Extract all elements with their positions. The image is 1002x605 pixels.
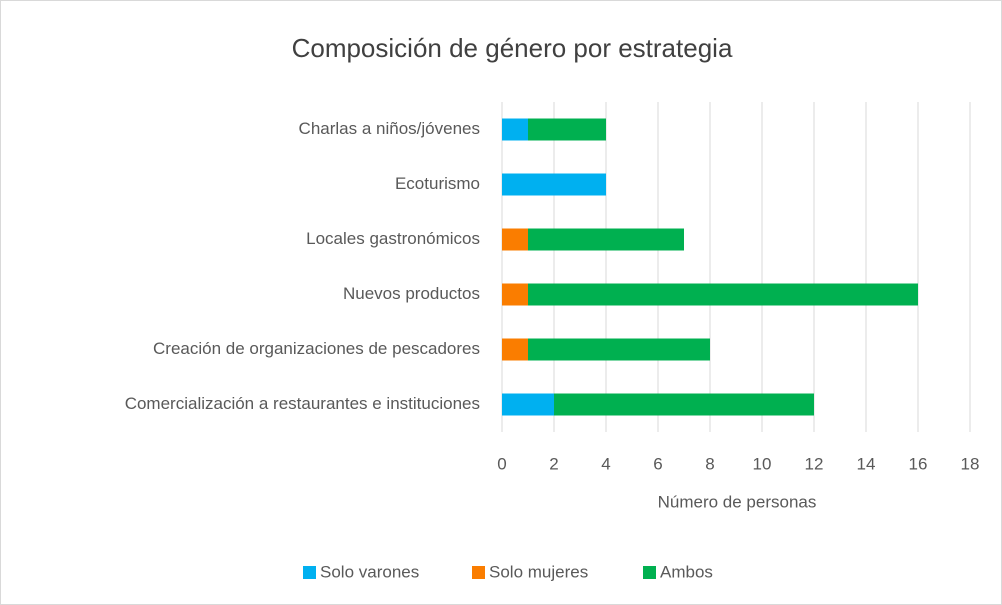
x-tick-label: 6 [653,454,662,473]
bar-segment [554,393,814,416]
legend-label: Solo mujeres [489,562,588,581]
legend-swatch [643,566,656,579]
bar-segment [502,283,528,306]
bar-segment [528,283,918,306]
x-tick-label: 18 [961,454,980,473]
x-tick-label: 10 [753,454,772,473]
y-tick-label: Comercialización a restaurantes e instit… [125,394,480,413]
y-tick-label: Charlas a niños/jóvenes [299,119,480,138]
y-tick-label: Creación de organizaciones de pescadores [153,339,480,358]
bar-segment [502,393,554,416]
bar-segment [528,228,684,251]
x-tick-label: 2 [549,454,558,473]
y-tick-label: Locales gastronómicos [306,229,480,248]
chart-title: Composición de género por estrategia [292,33,733,63]
bar-segment [502,338,528,361]
y-tick-label: Nuevos productos [343,284,480,303]
bar-segment [528,118,606,141]
legend-label: Solo varones [320,562,419,581]
x-tick-label: 16 [909,454,928,473]
legend-label: Ambos [660,562,713,581]
bar-segment [502,118,528,141]
legend-swatch [472,566,485,579]
bar-segment [528,338,710,361]
x-tick-label: 8 [705,454,714,473]
x-tick-label: 0 [497,454,506,473]
legend-swatch [303,566,316,579]
x-tick-label: 14 [857,454,876,473]
bar-segment [502,228,528,251]
x-tick-label: 4 [601,454,610,473]
x-tick-label: 12 [805,454,824,473]
x-axis-title: Número de personas [658,492,817,511]
bar-segment [502,173,606,196]
y-tick-label: Ecoturismo [395,174,480,193]
